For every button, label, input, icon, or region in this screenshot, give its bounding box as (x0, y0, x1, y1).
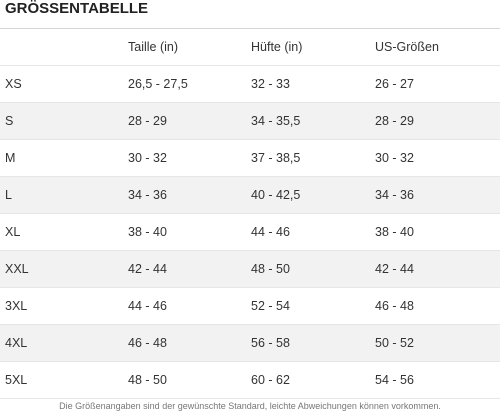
size-cell: L (5, 188, 12, 202)
us-size-cell: 50 - 52 (375, 336, 414, 350)
waist-cell: 46 - 48 (128, 336, 167, 350)
table-row: L 34 - 36 40 - 42,5 34 - 36 (0, 177, 500, 214)
table-row: S 28 - 29 34 - 35,5 28 - 29 (0, 103, 500, 140)
header-cell-hip: Hüfte (in) (251, 40, 303, 54)
waist-cell: 26,5 - 27,5 (128, 77, 188, 91)
hip-cell: 60 - 62 (251, 373, 290, 387)
us-size-cell: 46 - 48 (375, 299, 414, 313)
us-size-cell: 26 - 27 (375, 77, 414, 91)
size-cell: XS (5, 77, 22, 91)
waist-cell: 48 - 50 (128, 373, 167, 387)
table-row: 4XL 46 - 48 56 - 58 50 - 52 (0, 325, 500, 362)
waist-cell: 38 - 40 (128, 225, 167, 239)
hip-cell: 56 - 58 (251, 336, 290, 350)
size-cell: S (5, 114, 14, 128)
table-row: 5XL 48 - 50 60 - 62 54 - 56 (0, 362, 500, 399)
table-row: XL 38 - 40 44 - 46 38 - 40 (0, 214, 500, 251)
hip-cell: 44 - 46 (251, 225, 290, 239)
hip-cell: 37 - 38,5 (251, 151, 301, 165)
size-cell: 5XL (5, 373, 28, 387)
hip-cell: 48 - 50 (251, 262, 290, 276)
header-cell-us-size: US-Größen (375, 40, 439, 54)
waist-cell: 44 - 46 (128, 299, 167, 313)
hip-cell: 40 - 42,5 (251, 188, 301, 202)
size-cell: 4XL (5, 336, 28, 350)
table-row: M 30 - 32 37 - 38,5 30 - 32 (0, 140, 500, 177)
us-size-cell: 38 - 40 (375, 225, 414, 239)
table-row: XS 26,5 - 27,5 32 - 33 26 - 27 (0, 66, 500, 103)
size-cell: XL (5, 225, 21, 239)
size-cell: XXL (5, 262, 29, 276)
footnote: Die Größenangaben sind der gewünschte St… (59, 401, 441, 411)
waist-cell: 34 - 36 (128, 188, 167, 202)
table-row: 3XL 44 - 46 52 - 54 46 - 48 (0, 288, 500, 325)
waist-cell: 28 - 29 (128, 114, 167, 128)
us-size-cell: 28 - 29 (375, 114, 414, 128)
hip-cell: 52 - 54 (251, 299, 290, 313)
waist-cell: 42 - 44 (128, 262, 167, 276)
waist-cell: 30 - 32 (128, 151, 167, 165)
us-size-cell: 54 - 56 (375, 373, 414, 387)
page-title: GRÖSSENTABELLE (5, 0, 149, 17)
size-cell: 3XL (5, 299, 28, 313)
us-size-cell: 30 - 32 (375, 151, 414, 165)
size-cell: M (5, 151, 16, 165)
us-size-cell: 42 - 44 (375, 262, 414, 276)
hip-cell: 34 - 35,5 (251, 114, 301, 128)
header-cell-waist: Taille (in) (128, 40, 179, 54)
hip-cell: 32 - 33 (251, 77, 290, 91)
table-header-row: Taille (in) Hüfte (in) US-Größen (0, 29, 500, 66)
size-table: Taille (in) Hüfte (in) US-Größen XS 26,5… (0, 28, 500, 399)
us-size-cell: 34 - 36 (375, 188, 414, 202)
table-row: XXL 42 - 44 48 - 50 42 - 44 (0, 251, 500, 288)
